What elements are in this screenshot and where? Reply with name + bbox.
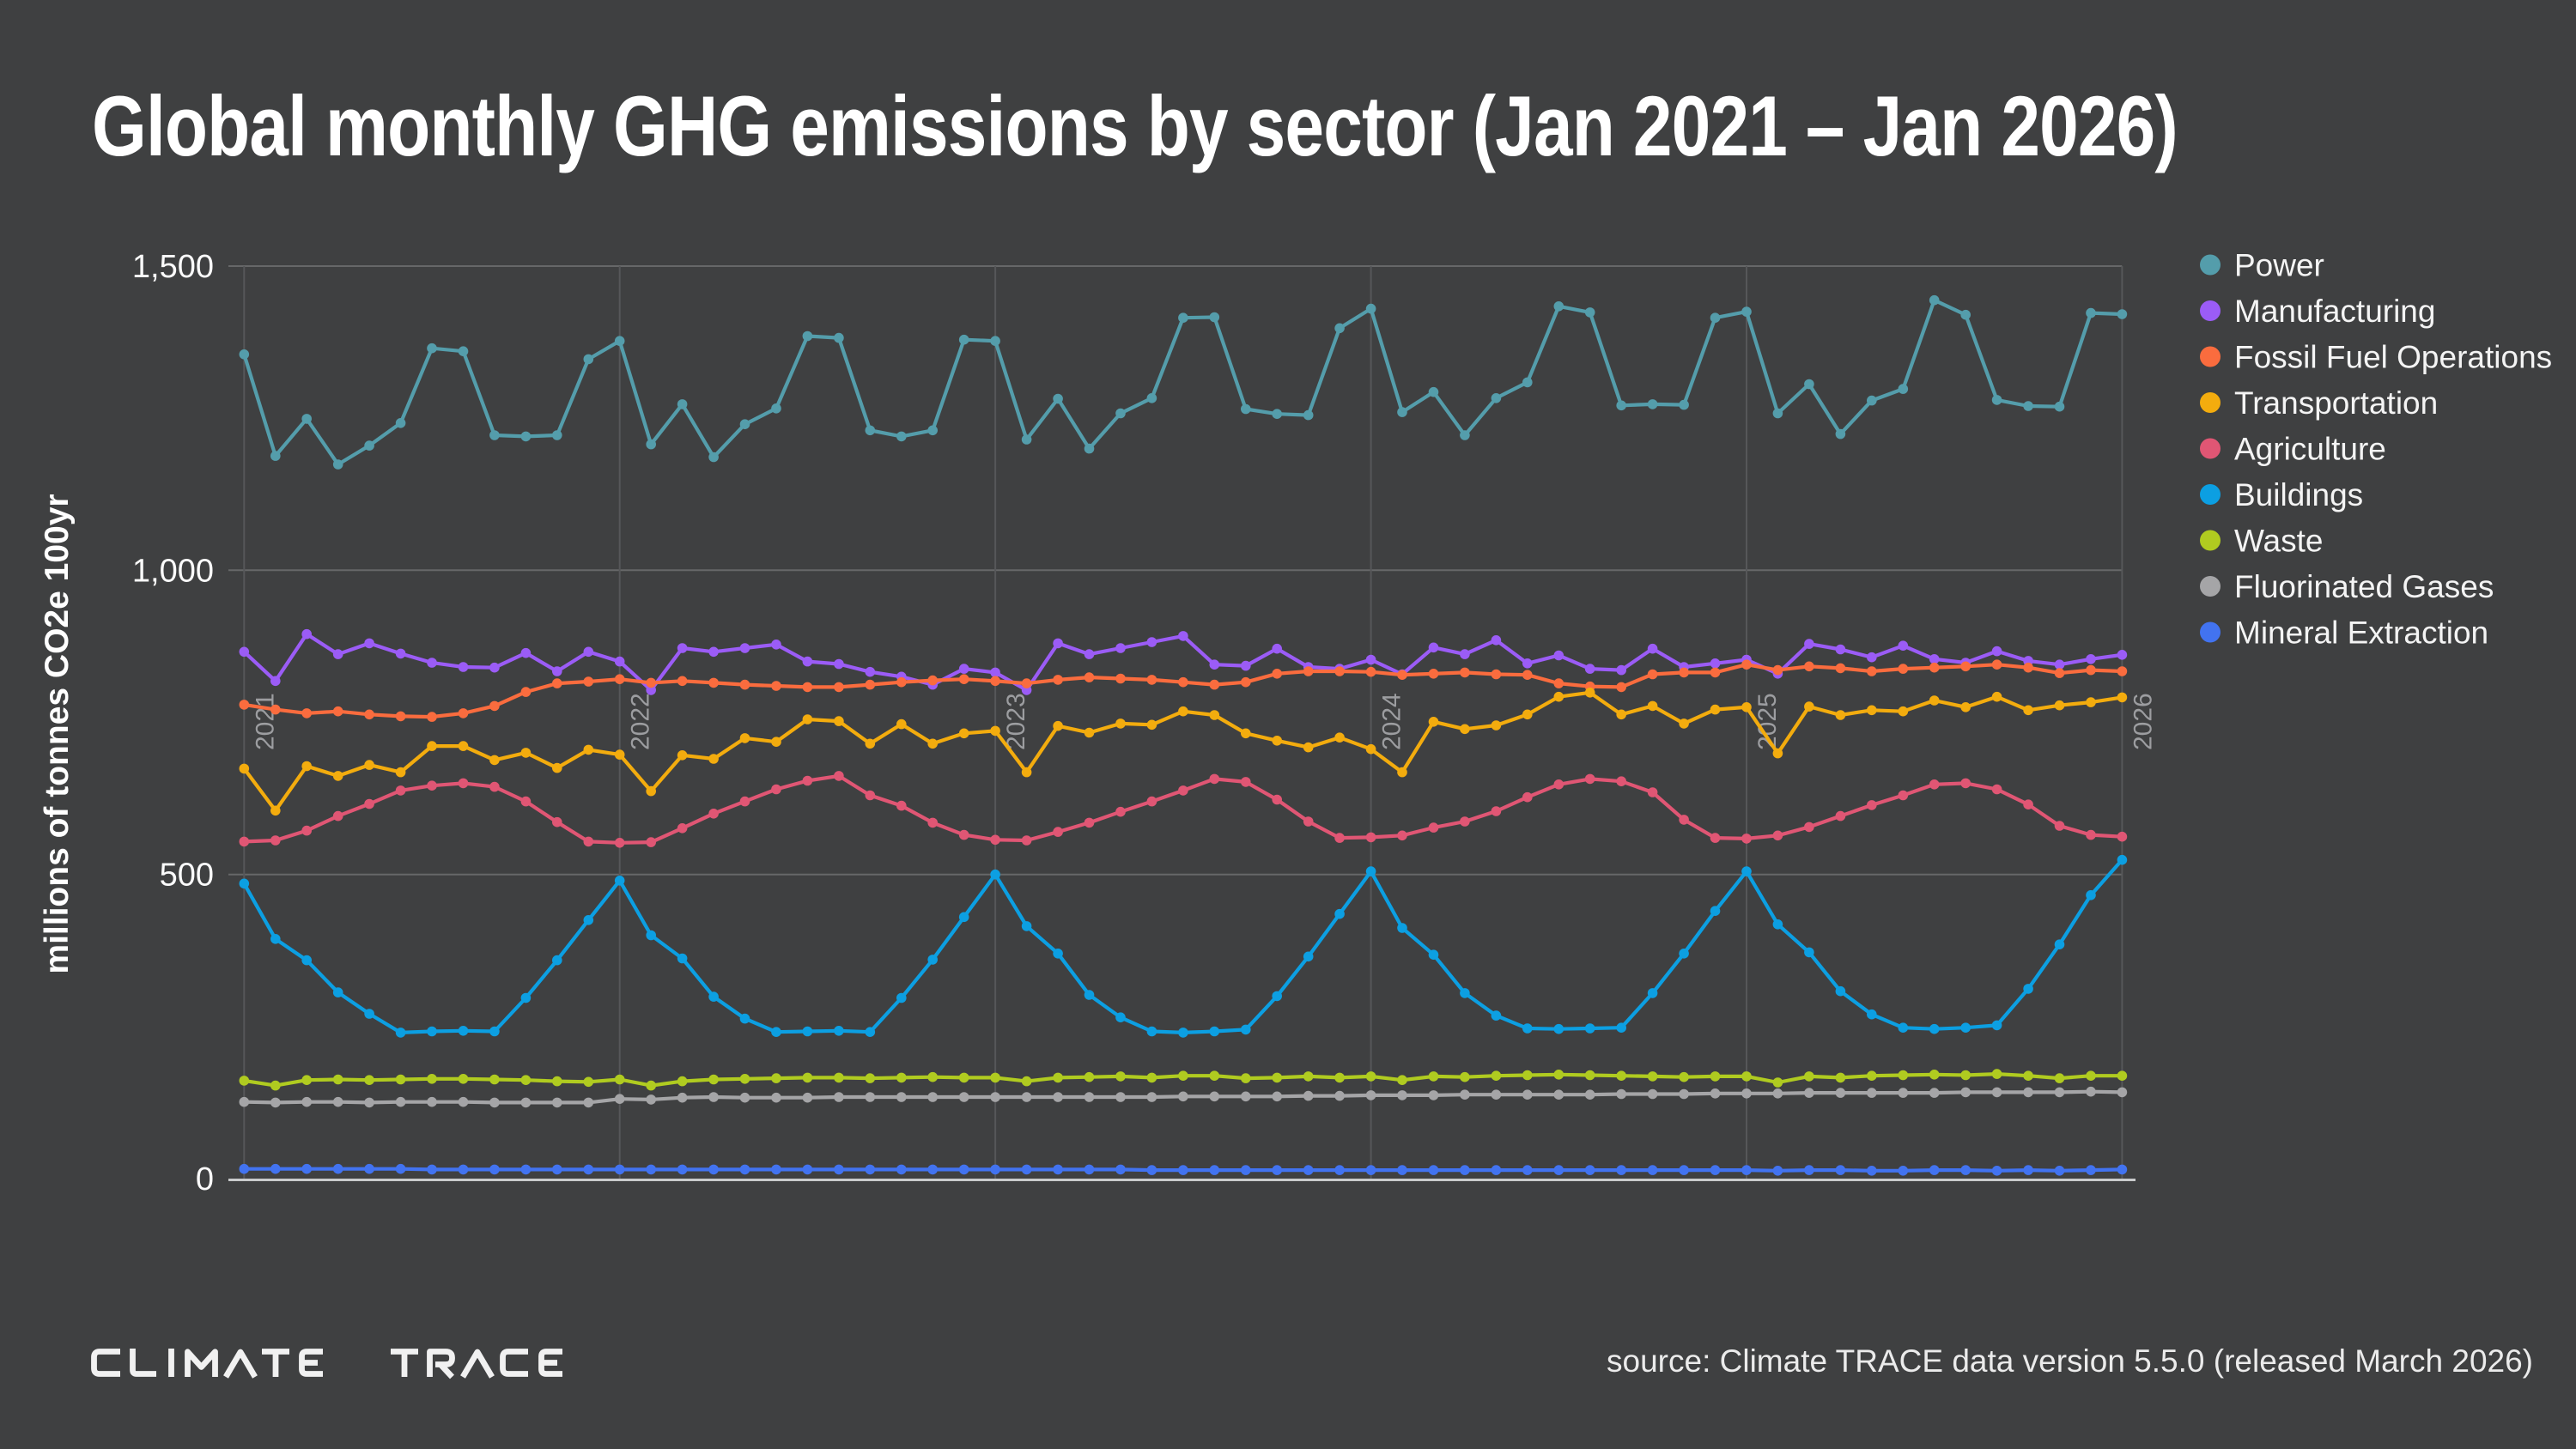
svg-text:2021: 2021 [251,693,279,750]
svg-text:Fluorinated Gases: Fluorinated Gases [2234,569,2494,604]
svg-text:2026: 2026 [2129,693,2157,750]
svg-text:Power: Power [2234,248,2324,283]
svg-text:1,500: 1,500 [132,249,214,285]
svg-text:2022: 2022 [627,693,655,750]
svg-text:Agriculture: Agriculture [2234,432,2386,467]
svg-text:Mineral Extraction: Mineral Extraction [2234,615,2488,651]
svg-text:0: 0 [196,1161,214,1197]
svg-text:Waste: Waste [2234,524,2323,559]
svg-text:Buildings: Buildings [2234,477,2363,512]
svg-text:Manufacturing: Manufacturing [2234,294,2435,329]
svg-text:500: 500 [160,858,214,894]
svg-text:2023: 2023 [1002,693,1030,750]
svg-text:Fossil Fuel Operations: Fossil Fuel Operations [2234,340,2552,375]
svg-text:2024: 2024 [1378,693,1406,750]
svg-text:Transportation: Transportation [2234,385,2438,421]
svg-text:1,000: 1,000 [132,553,214,589]
